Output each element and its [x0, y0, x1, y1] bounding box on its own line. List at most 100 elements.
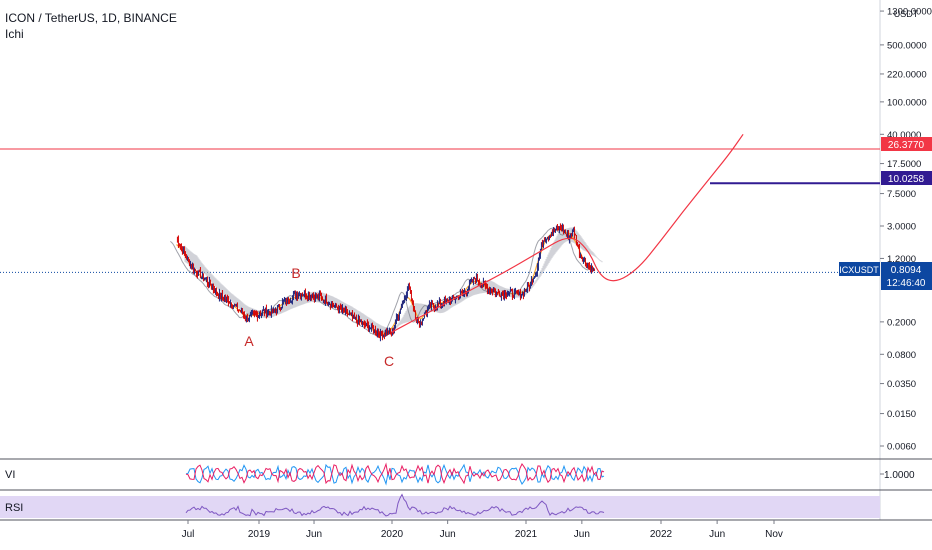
cloud-slice	[524, 288, 526, 296]
symbol-name: ICXUSDT	[839, 265, 879, 275]
cloud-slice	[336, 298, 338, 308]
time-tick-label: Jun	[574, 529, 590, 540]
cloud-slice	[444, 301, 446, 312]
cloud-slice	[475, 283, 477, 295]
cloud-slice	[205, 267, 207, 276]
cloud-slice	[352, 307, 354, 317]
cloud-slice	[264, 310, 266, 319]
cloud-slice	[417, 303, 419, 318]
cloud-slice	[262, 310, 264, 318]
cloud-slice	[397, 323, 399, 327]
cloud-slice	[225, 288, 227, 297]
cloud-slice	[479, 281, 481, 294]
cloud-slice	[362, 313, 364, 323]
price-tick-label: 0.0350	[887, 379, 916, 390]
cloud-slice	[452, 297, 454, 307]
cloud-slice	[496, 284, 498, 293]
cloud-slice	[213, 276, 215, 286]
cloud-slice	[363, 314, 365, 324]
cloud-slice	[372, 320, 374, 330]
cloud-slice	[562, 229, 564, 245]
cloud-slice	[410, 304, 412, 322]
cloud-slice	[282, 304, 284, 313]
cloud-slice	[235, 296, 237, 306]
time-axis[interactable]: Jul 2019 Jun 2020 Jun 2021 Jun 2022 Jun Nov	[182, 520, 783, 540]
cloud-slice	[379, 324, 381, 333]
cloud-slice	[407, 307, 409, 323]
cloud-slice	[542, 265, 544, 273]
cloud-slice	[377, 323, 379, 332]
cloud-slice	[285, 303, 287, 312]
cloud-slice	[244, 304, 246, 312]
cloud-slice	[442, 302, 444, 313]
cloud-slice	[490, 280, 492, 293]
cloud-slice	[549, 250, 551, 262]
cloud-slice	[239, 300, 241, 309]
cloud-slice	[446, 300, 448, 311]
cloud-slice	[548, 252, 550, 263]
cloud-slice	[245, 305, 247, 313]
projection-curve[interactable]	[391, 133, 744, 333]
cloud-slice	[293, 298, 295, 308]
cloud-slice	[505, 288, 507, 296]
cloud-slice	[332, 296, 334, 307]
cloud-slice	[561, 229, 563, 246]
cloud-slice	[552, 243, 554, 257]
cloud-slice	[445, 300, 447, 312]
cloud-slice	[593, 253, 595, 257]
cloud-slice	[443, 301, 445, 313]
time-tick-label: Jun	[709, 529, 725, 540]
cloud-slice	[578, 233, 580, 247]
cloud-slice	[277, 307, 279, 315]
cloud-slice	[418, 303, 420, 317]
cloud-slice	[373, 320, 375, 330]
last-price-value: 0.8094	[891, 265, 922, 276]
cloud-slice	[545, 259, 547, 268]
cloud-slice	[206, 268, 208, 277]
cloud-slice	[382, 326, 384, 334]
cloud-slice	[544, 261, 546, 270]
cloud-slice	[412, 303, 414, 321]
cloud-slice	[470, 287, 472, 297]
cloud-slice	[294, 297, 296, 308]
cloud-slice	[456, 296, 458, 305]
cloud-slice	[537, 276, 539, 280]
cloud-slice	[342, 301, 344, 311]
cloud-slice	[346, 304, 348, 314]
cloud-slice	[580, 236, 582, 249]
cloud-slice	[425, 304, 427, 313]
cloud-slice	[290, 300, 292, 310]
wave-label-a: A	[244, 333, 254, 349]
cloud-slice	[381, 325, 383, 334]
cloud-slice	[204, 266, 206, 275]
symbol-tag: ICXUSDT	[839, 262, 880, 276]
price-tick-label: 0.0060	[887, 442, 916, 453]
cloud-slice	[301, 293, 303, 305]
cloud-slice	[281, 304, 283, 314]
cloud-slice	[600, 260, 602, 262]
cloud-slice	[230, 292, 232, 302]
cloud-slice	[231, 293, 233, 303]
cloud-slice	[226, 289, 228, 298]
cloud-slice	[563, 228, 565, 244]
cloud-slice	[327, 294, 329, 305]
purple-level-value: 10.0258	[888, 174, 925, 185]
cloud-slice	[601, 261, 603, 263]
cloud-slice	[199, 260, 201, 272]
cloud-slice	[330, 295, 332, 306]
cloud-slice	[398, 322, 400, 326]
cloud-slice	[375, 322, 377, 331]
cloud-slice	[560, 230, 562, 247]
time-tick-label: Nov	[765, 529, 783, 540]
price-candles	[176, 223, 595, 342]
cloud-slice	[594, 254, 596, 257]
cloud-slice	[468, 289, 470, 298]
cloud-slice	[249, 307, 251, 315]
cloud-slice	[527, 287, 529, 293]
cloud-slice	[531, 284, 533, 289]
cloud-slice	[367, 316, 369, 326]
price-axis[interactable]: 1300.0000 500.0000 220.0000 100.0000 40.0000…	[880, 7, 932, 453]
cloud-slice	[497, 284, 499, 294]
cloud-slice	[590, 250, 592, 255]
